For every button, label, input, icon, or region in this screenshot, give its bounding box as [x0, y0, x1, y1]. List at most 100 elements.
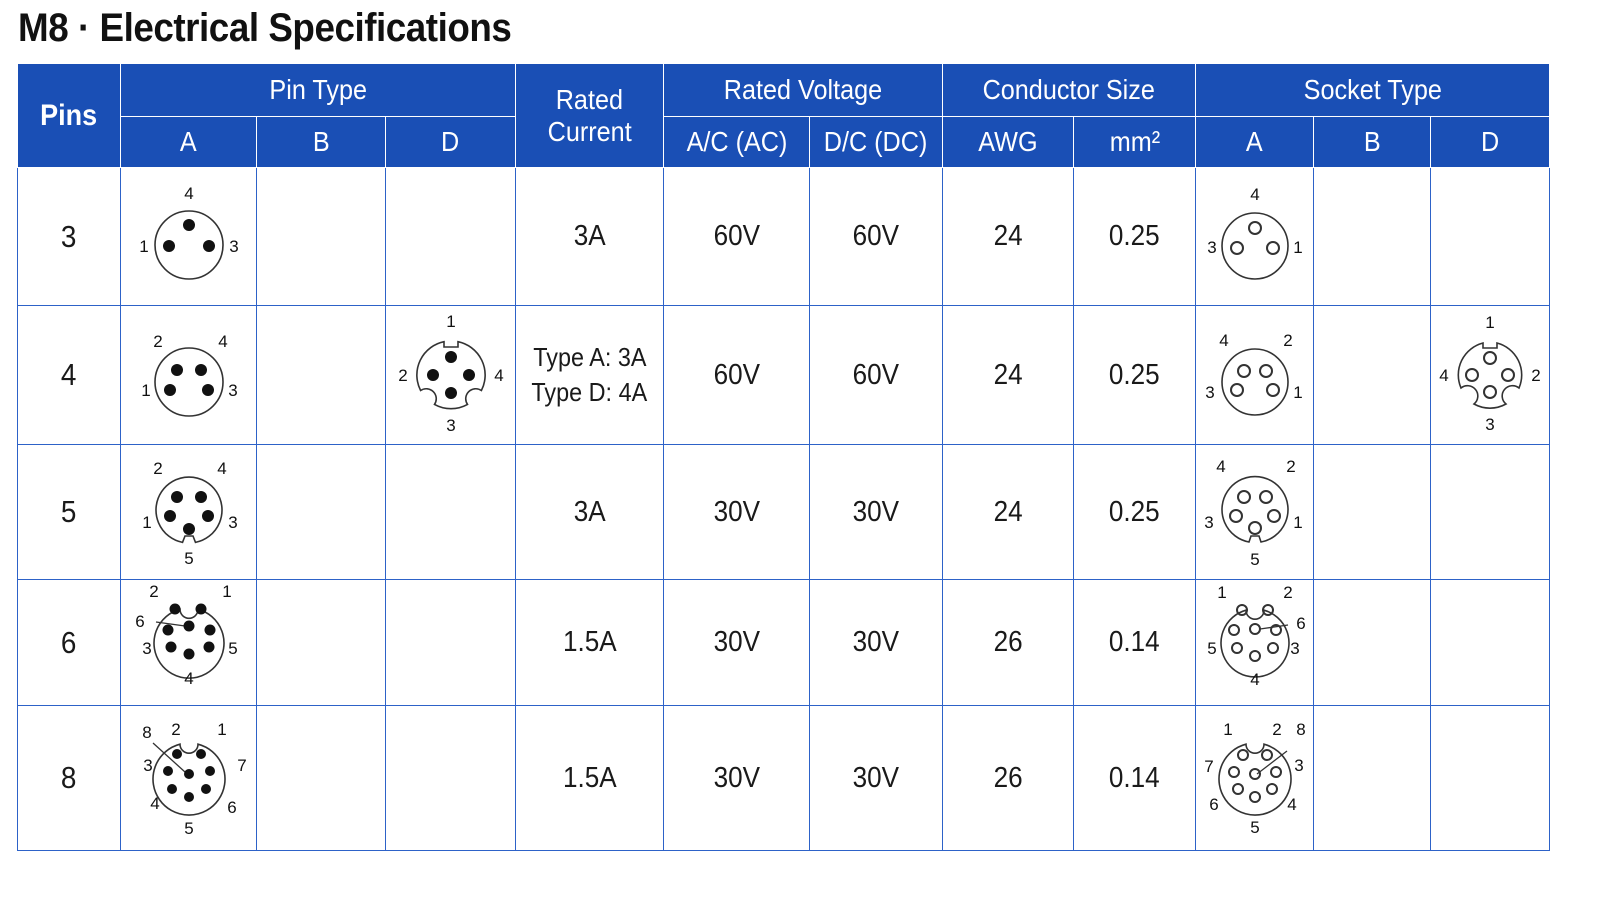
pin-label: 6: [1209, 795, 1218, 814]
header-socket-b: B: [1313, 116, 1432, 168]
pin-label: 5: [1250, 550, 1259, 569]
socket-b-cell: [1313, 167, 1432, 306]
pin-label: 3: [1290, 639, 1299, 658]
socket-d-cell: [1430, 444, 1551, 580]
pin-label: 7: [1204, 757, 1213, 776]
dc-voltage-cell: 30V: [808, 705, 944, 851]
pin-b-cell: [256, 579, 386, 706]
header-pin-d: D: [385, 116, 516, 168]
m8-4pin-d-female-socket-icon: 1 4 2 3: [1439, 313, 1540, 434]
awg-cell: 24: [942, 305, 1075, 445]
socket-a-cell: 4 2 3 1 5: [1195, 444, 1315, 580]
pin-label: 1: [1223, 720, 1232, 739]
pin-label: 4: [494, 366, 503, 385]
pin-label: 2: [153, 459, 162, 478]
pin-label: 1: [139, 237, 148, 256]
pin-label: 4: [184, 184, 193, 203]
pin-d-cell: [385, 444, 516, 580]
pin-label: 1: [1293, 383, 1302, 402]
ac-voltage-cell: 30V: [663, 444, 810, 580]
m8-4pin-a-female-socket-icon: 4 2 3 1: [1205, 331, 1302, 416]
awg-cell: 24: [942, 444, 1075, 580]
pin-b-cell: [256, 305, 386, 445]
m8-8pin-female-socket-icon: 1 2 8 7 3 6 4 5: [1204, 720, 1305, 837]
rated-current-cell: 3A: [515, 167, 664, 306]
pin-label: 5: [184, 819, 193, 838]
header-dc: D/C (DC): [808, 116, 944, 168]
socket-b-cell: [1313, 444, 1432, 580]
pin-label: 2: [153, 332, 162, 351]
m8-4pin-a-male-connector-icon: 2 4 1 3: [141, 332, 237, 417]
pin-label: 3: [229, 237, 238, 256]
pin-label: 2: [149, 582, 158, 601]
socket-d-cell: [1430, 167, 1551, 306]
pin-label: 5: [184, 549, 193, 568]
pin-a-cell: 2 4 1 3: [120, 305, 257, 445]
table-row: 6 2 1 6 3 5 4 1.5A: [17, 579, 1551, 706]
socket-d-cell: [1430, 705, 1551, 851]
pin-b-cell: [256, 705, 386, 851]
pin-label: 4: [218, 332, 227, 351]
ac-voltage-cell: 60V: [663, 167, 810, 306]
pin-label: 3: [1207, 238, 1216, 257]
m8-5pin-female-socket-icon: 4 2 3 1 5: [1204, 457, 1302, 569]
pin-label: 2: [1272, 720, 1281, 739]
pin-label: 8: [142, 723, 151, 742]
pin-a-cell: 2 1 6 3 5 4: [120, 579, 257, 706]
table-row: 5 2 4 1 3 5 3A 30V 30V 24 0.25: [17, 444, 1551, 580]
pin-label: 4: [1216, 457, 1225, 476]
header-socket-a: A: [1195, 116, 1315, 168]
pin-label: 3: [142, 639, 151, 658]
pin-label: 3: [228, 381, 237, 400]
m8-4pin-d-male-connector-icon: 1 2 4 3: [398, 312, 503, 435]
header-rated-current: Rated Current: [515, 63, 664, 168]
dc-voltage-cell: 30V: [808, 444, 944, 580]
header-awg: AWG: [942, 116, 1075, 168]
header-socket-type: Socket Type: [1195, 63, 1551, 117]
pin-a-cell: 4 1 3: [120, 167, 257, 306]
table-row: 4 2 4 1 3 1 2: [17, 305, 1551, 445]
rated-current-cell: 3A: [515, 444, 664, 580]
pin-label: 2: [398, 366, 407, 385]
header-ac: A/C (AC): [663, 116, 810, 168]
pin-label: 2: [1283, 331, 1292, 350]
pins-cell: 6: [17, 579, 121, 706]
pin-label: 5: [1207, 639, 1216, 658]
pins-cell: 3: [17, 167, 121, 306]
pin-label: 3: [143, 756, 152, 775]
m8-6pin-female-socket-icon: 1 2 6 5 3 4: [1207, 583, 1305, 689]
pin-label: 6: [227, 798, 236, 817]
pin-label: 4: [184, 669, 193, 688]
pin-label: 3: [446, 416, 455, 435]
pin-label: 4: [1219, 331, 1228, 350]
mm2-cell: 0.25: [1073, 167, 1197, 306]
rated-current-cell: 1.5A: [515, 579, 664, 706]
awg-cell: 24: [942, 167, 1075, 306]
header-pin-type: Pin Type: [120, 63, 516, 117]
socket-b-cell: [1313, 305, 1432, 445]
pin-label: 3: [1204, 513, 1213, 532]
rated-current-cell: 1.5A: [515, 705, 664, 851]
header-pin-b: B: [256, 116, 386, 168]
socket-a-cell: 1 2 6 5 3 4: [1195, 579, 1315, 706]
pin-label: 4: [1250, 185, 1259, 204]
pin-label: 4: [150, 794, 159, 813]
pin-b-cell: [256, 167, 386, 306]
pin-label: 1: [142, 513, 151, 532]
awg-cell: 26: [942, 705, 1075, 851]
m8-3pin-female-socket-icon: 4 3 1: [1207, 185, 1302, 280]
awg-cell: 26: [942, 579, 1075, 706]
pin-label: 1: [1485, 313, 1494, 332]
pin-d-cell: [385, 579, 516, 706]
pin-label: 2: [171, 720, 180, 739]
socket-a-cell: 4 3 1: [1195, 167, 1315, 306]
pin-a-cell: 8 2 1 3 7 4 6 5: [120, 705, 257, 851]
header-socket-d: D: [1430, 116, 1551, 168]
table-row: 3 4 1 3 3A 60V 60V 24 0.25: [17, 167, 1551, 306]
electrical-spec-table: Pins Pin Type Rated Current Rated Voltage…: [17, 63, 1551, 851]
m8-5pin-male-connector-icon: 2 4 1 3 5: [142, 459, 237, 568]
pin-label: 4: [1439, 366, 1448, 385]
mm2-cell: 0.14: [1073, 705, 1197, 851]
m8-8pin-male-connector-icon: 8 2 1 3 7 4 6 5: [142, 720, 246, 838]
pin-label: 4: [1287, 795, 1296, 814]
